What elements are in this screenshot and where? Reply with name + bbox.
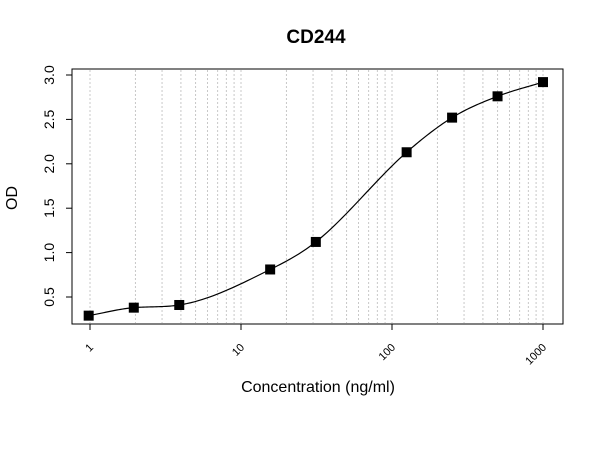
data-point bbox=[492, 91, 503, 102]
data-point bbox=[310, 236, 321, 247]
data-points bbox=[83, 77, 548, 321]
x-tick-label: 1 bbox=[83, 342, 96, 355]
x-axis: 1 10 100 1000 bbox=[83, 323, 549, 368]
data-point bbox=[174, 299, 185, 310]
y-tick-label: 2.0 bbox=[41, 154, 57, 174]
y-tick-label: 0.5 bbox=[41, 287, 57, 307]
y-axis: 0.5 1.0 1.5 2.0 2.5 3.0 bbox=[41, 65, 73, 307]
data-point bbox=[83, 310, 94, 321]
y-axis-label: OD bbox=[4, 186, 21, 210]
x-tick-label: 100 bbox=[377, 342, 398, 363]
grid bbox=[89, 70, 544, 323]
x-tick-label: 10 bbox=[230, 342, 247, 359]
plot-frame bbox=[71, 68, 564, 325]
data-point bbox=[401, 147, 412, 158]
y-tick-label: 1.5 bbox=[41, 198, 57, 218]
fit-curve bbox=[88, 81, 544, 317]
data-point bbox=[447, 112, 458, 123]
data-point bbox=[538, 77, 548, 88]
data-point bbox=[265, 264, 276, 275]
y-tick-label: 2.5 bbox=[41, 109, 57, 129]
data-point bbox=[128, 302, 139, 313]
y-tick-label: 1.0 bbox=[41, 243, 57, 263]
x-tick-label: 1000 bbox=[523, 342, 549, 368]
y-tick-label: 3.0 bbox=[41, 65, 57, 85]
chart-title: CD244 bbox=[286, 27, 346, 48]
x-axis-label: Concentration (ng/ml) bbox=[241, 379, 395, 396]
